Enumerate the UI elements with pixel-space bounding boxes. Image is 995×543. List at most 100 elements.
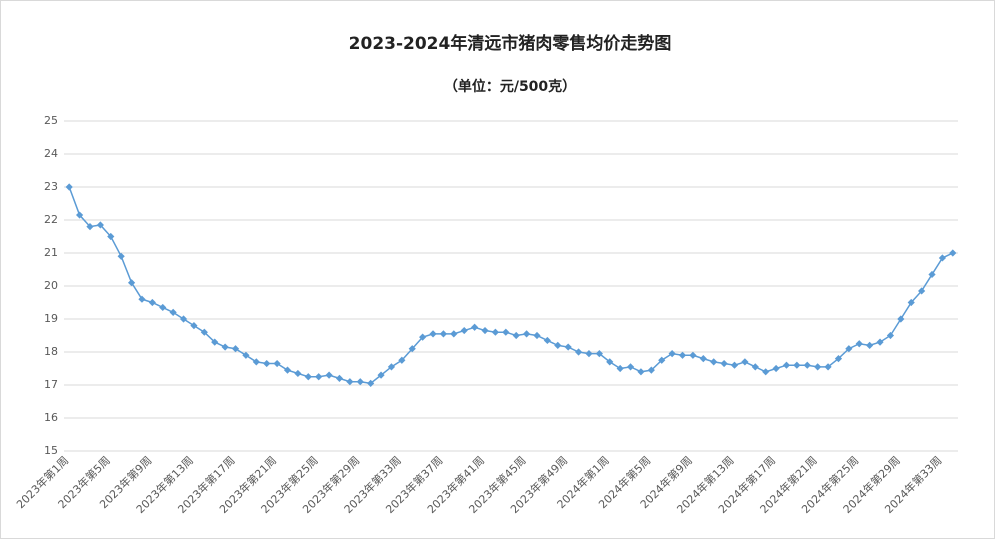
marker [221,343,229,351]
y-tick-label: 17 [44,378,58,391]
y-tick-label: 22 [44,213,58,226]
marker [304,373,312,381]
marker [720,359,728,368]
marker [658,356,666,364]
marker [377,371,385,379]
marker [554,341,562,349]
marker [138,295,146,303]
marker [793,361,801,369]
marker [419,333,427,341]
marker [762,368,770,376]
marker [606,358,614,366]
marker [481,326,489,335]
marker [117,252,125,260]
chart-subtitle: （单位：元/500克） [444,78,576,95]
marker [263,359,271,368]
y-tick-label: 24 [44,147,58,160]
marker [127,279,136,287]
marker [200,328,208,336]
marker [159,303,167,312]
marker [626,363,635,371]
marker [678,351,687,359]
marker [398,356,406,364]
marker [824,363,832,371]
marker [273,359,281,368]
marker [522,330,531,338]
marker [876,338,884,346]
y-tick-label: 16 [44,411,58,424]
marker [668,350,676,358]
marker [325,371,333,379]
marker [252,358,260,366]
marker [65,183,73,191]
marker [855,340,863,348]
marker [450,330,458,338]
marker [231,345,240,353]
y-tick-label: 19 [44,312,58,325]
marker [574,348,583,356]
marker [429,330,437,338]
marker [564,343,572,351]
y-tick-label: 15 [44,444,58,457]
marker [949,249,957,257]
marker [938,254,947,262]
marker [928,270,936,279]
marker [387,363,396,371]
marker [75,211,84,219]
marker [814,363,822,371]
marker [86,223,94,231]
marker [918,287,926,295]
marker [460,326,468,335]
marker [179,315,188,323]
marker [315,373,323,381]
marker [169,308,177,316]
marker [408,345,416,353]
marker [751,363,759,371]
marker [637,368,645,376]
y-tick-label: 20 [44,279,58,292]
marker [845,345,853,353]
marker [190,322,198,330]
marker [335,374,344,382]
marker [907,298,915,307]
marker [471,323,479,331]
marker [710,358,718,366]
marker [543,336,551,345]
marker [585,350,593,358]
y-tick-label: 18 [44,345,58,358]
y-tick-label: 25 [44,114,58,127]
marker [699,355,707,363]
marker [689,351,697,359]
marker [107,232,115,241]
marker [96,221,104,229]
marker [866,341,874,349]
marker [730,361,739,369]
marker [148,298,156,307]
marker [803,361,811,369]
marker [367,379,375,387]
marker [595,350,603,358]
marker [616,364,624,373]
marker [512,331,520,340]
marker [283,366,292,374]
marker [647,366,655,374]
marker [211,338,219,346]
marker [886,331,895,340]
marker [782,361,791,369]
marker [356,378,364,386]
y-tick-label: 23 [44,180,58,193]
marker [533,331,541,340]
marker [439,330,448,338]
marker [741,358,749,366]
marker [834,355,843,363]
marker [294,369,302,378]
marker [897,315,905,323]
marker [491,328,500,336]
marker [242,351,250,359]
chart-title: 2023-2024年清远市猪肉零售均价走势图 [349,33,672,54]
marker [502,328,510,336]
marker [346,378,354,386]
